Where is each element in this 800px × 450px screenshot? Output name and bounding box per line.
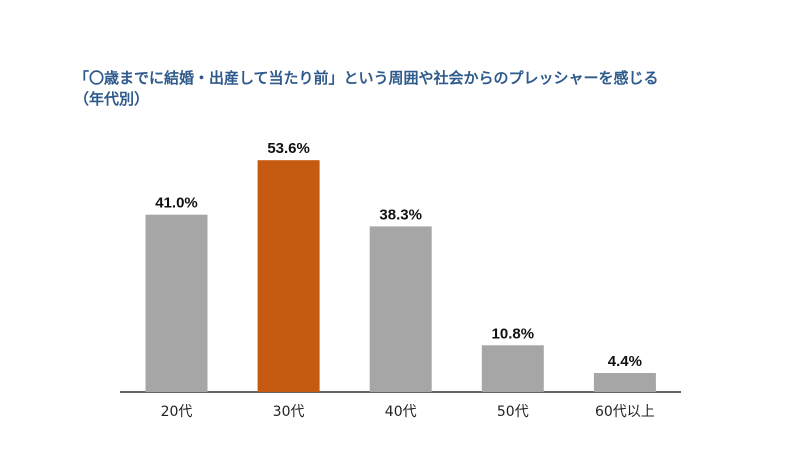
bar-1 [145, 214, 208, 392]
bar-value-label-3: 38.3% [379, 206, 422, 223]
bar-value-label-1: 41.0% [155, 195, 198, 212]
x-tick-label-2: 30代 [273, 404, 305, 420]
bar-value-label-2: 53.6% [267, 140, 310, 157]
bar-value-label-4: 10.8% [492, 325, 535, 342]
bar-2 [257, 160, 320, 392]
bar-value-label-5: 4.4% [608, 353, 642, 370]
chart-title: 「〇歳までに結婚・出産して当たり前」という周囲や社会からのプレッシャーを感じる … [74, 69, 659, 108]
bar-3 [369, 226, 432, 392]
x-tick-label-5: 60代以上 [595, 404, 655, 420]
x-tick-label-4: 50代 [497, 404, 529, 420]
x-tick-labels-group: 20代 30代 40代 50代 60代以上 [161, 404, 655, 420]
bar-4 [481, 345, 544, 392]
bar-5 [593, 373, 656, 392]
x-tick-label-1: 20代 [161, 404, 193, 420]
data-labels-group: 41.0% 53.6% 38.3% 10.8% 4.4% [155, 140, 642, 370]
x-tick-label-3: 40代 [385, 404, 417, 420]
bars-group [145, 160, 656, 392]
